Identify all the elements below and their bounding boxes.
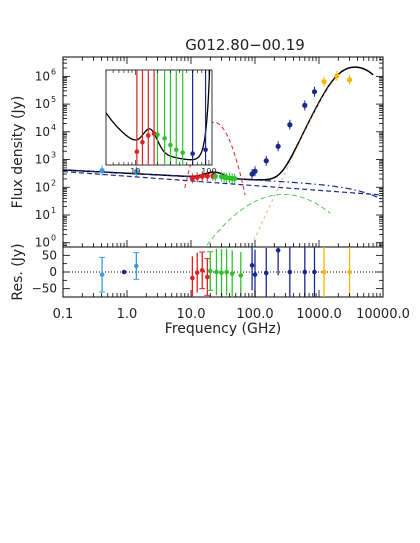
top-data-point (204, 173, 210, 179)
x-tick-label: 1000.0 (296, 307, 342, 322)
residual-point (190, 275, 195, 281)
inset-data-point (173, 147, 179, 153)
x-tick-label: 10.0 (177, 307, 206, 322)
top-data-point (346, 77, 353, 83)
synchrotron-curve (63, 170, 383, 196)
cmb-component-curve (205, 194, 331, 247)
top-data-point (334, 73, 340, 79)
inset-data-point (145, 133, 151, 138)
inset-data-point (162, 136, 167, 141)
inset-data-points (134, 131, 208, 156)
top-data-point (99, 167, 105, 174)
residual-point (194, 270, 200, 275)
inset-data-point (180, 150, 185, 155)
residual-point (249, 263, 255, 268)
top-data-point (133, 168, 139, 175)
residual-point (207, 268, 213, 274)
residual-point (224, 269, 229, 275)
residual-point (302, 269, 308, 275)
residual-point (287, 269, 293, 275)
y-tick-exponent: 6 (51, 67, 56, 76)
residual-point (134, 263, 139, 269)
top-data-point (263, 158, 269, 164)
inset-data-point (155, 132, 160, 137)
residual-point (263, 270, 269, 276)
top-data-point (302, 102, 308, 108)
y-axis-ticks-bottom: 50 0 −50 (32, 246, 383, 298)
top-data-point (311, 89, 318, 95)
top-data-point (252, 168, 258, 174)
residual-point (312, 269, 317, 275)
residual-point (214, 269, 219, 275)
y-tick-label: −50 (32, 282, 57, 296)
inset-data-point (168, 142, 173, 148)
residual-point (199, 268, 205, 273)
y-axis-title-top: Flux density (Jy) (10, 96, 26, 209)
y-tick-label: 50 (42, 248, 57, 262)
residual-point (321, 269, 327, 275)
inset-x-ticks: 10 100 (105, 70, 217, 176)
y-tick-label: 10 (35, 208, 50, 222)
residual-point (347, 269, 352, 275)
y-tick-label: 10 (35, 97, 50, 111)
top-data-point (231, 176, 238, 182)
residual-point (205, 274, 210, 280)
x-axis-ticks: 0.1 1.0 10.0 100.0 1000.0 10000.0 (53, 57, 410, 322)
top-data-points (99, 70, 353, 184)
y-tick-label: 10 (35, 153, 50, 167)
residual-point (229, 271, 235, 276)
y-tick-label: 10 (35, 180, 50, 194)
total-model-curve (63, 66, 374, 181)
y-tick-exponent: 1 (51, 206, 56, 215)
x-tick-label: 10000.0 (356, 307, 410, 322)
y-tick-label: 10 (35, 236, 50, 250)
inset-data-point (203, 147, 208, 153)
inset-data-point (190, 151, 195, 156)
y-tick-label: 0 (49, 265, 57, 279)
top-data-point (212, 173, 218, 179)
inset-x-tick-label: 100 (201, 167, 216, 176)
inset-frame (105, 69, 213, 166)
y-tick-label: 10 (35, 125, 50, 139)
residual-point (252, 272, 258, 277)
residual-point (238, 273, 244, 278)
x-tick-label: 0.1 (53, 307, 74, 322)
y-tick-exponent: 4 (51, 123, 56, 132)
thermal-dust-curve (250, 75, 339, 247)
x-tick-label: 1.0 (117, 307, 138, 322)
residual-points (99, 247, 352, 297)
inset-x-tick-label: 10 (130, 167, 140, 176)
residual-point (99, 272, 105, 277)
top-data-point (199, 173, 205, 179)
residual-point (219, 270, 224, 275)
inset-model-curve (106, 70, 211, 161)
y-axis-title-bottom: Res. (Jy) (10, 243, 26, 300)
y-tick-exponent: 3 (51, 151, 56, 160)
residual-point (121, 269, 127, 275)
x-tick-label: 100.0 (236, 307, 273, 322)
inset-data-point (134, 149, 140, 154)
residual-point (275, 248, 281, 253)
top-data-point (321, 78, 327, 85)
inset-plot (106, 70, 211, 165)
y-tick-exponent: 5 (51, 95, 56, 104)
y-tick-label: 10 (35, 69, 50, 83)
top-data-point (189, 175, 195, 181)
inset-data-point (140, 139, 145, 145)
top-data-point (275, 143, 281, 149)
x-axis-title: Frequency (GHz) (165, 321, 281, 337)
y-tick-exponent: 2 (51, 178, 56, 187)
y-tick-exponent: 0 (51, 234, 56, 243)
top-data-point (287, 122, 293, 128)
top-data-point (194, 174, 200, 180)
chart-title: G012.80−00.19 (185, 36, 305, 54)
